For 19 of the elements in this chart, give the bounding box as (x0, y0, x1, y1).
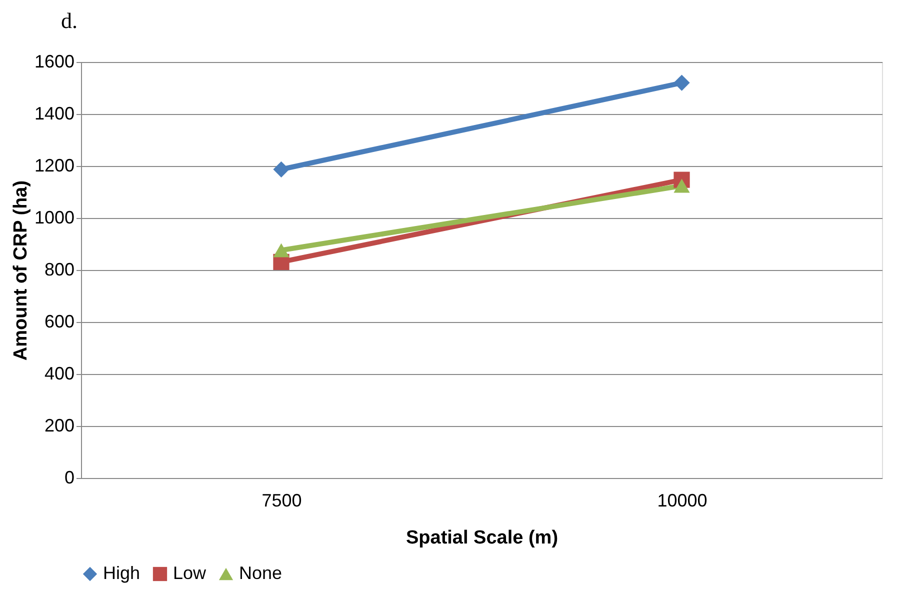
x-tick-label: 7500 (262, 490, 302, 510)
x-tick-label: 10000 (657, 490, 708, 510)
point (674, 74, 690, 91)
y-axis-title: Amount of CRP (ha) (10, 180, 32, 361)
legend-label: Low (173, 563, 208, 583)
y-tick-label: 400 (44, 364, 74, 384)
y-tick-label: 600 (44, 312, 74, 332)
y-tick-label: 1200 (34, 156, 74, 176)
y-tick-label: 1000 (34, 208, 74, 228)
y-tick-label: 0 (64, 468, 74, 488)
y-tick-label: 200 (44, 416, 74, 436)
point (273, 161, 290, 178)
y-tick-label: 1600 (34, 52, 74, 72)
legend-label: None (239, 563, 282, 583)
y-tick-label: 800 (44, 260, 74, 280)
legend-label: High (103, 563, 140, 583)
chart-title: d. (60, 8, 78, 33)
y-tick-label: 1400 (34, 104, 74, 124)
x-axis-title: Spatial Scale (m) (406, 528, 558, 548)
